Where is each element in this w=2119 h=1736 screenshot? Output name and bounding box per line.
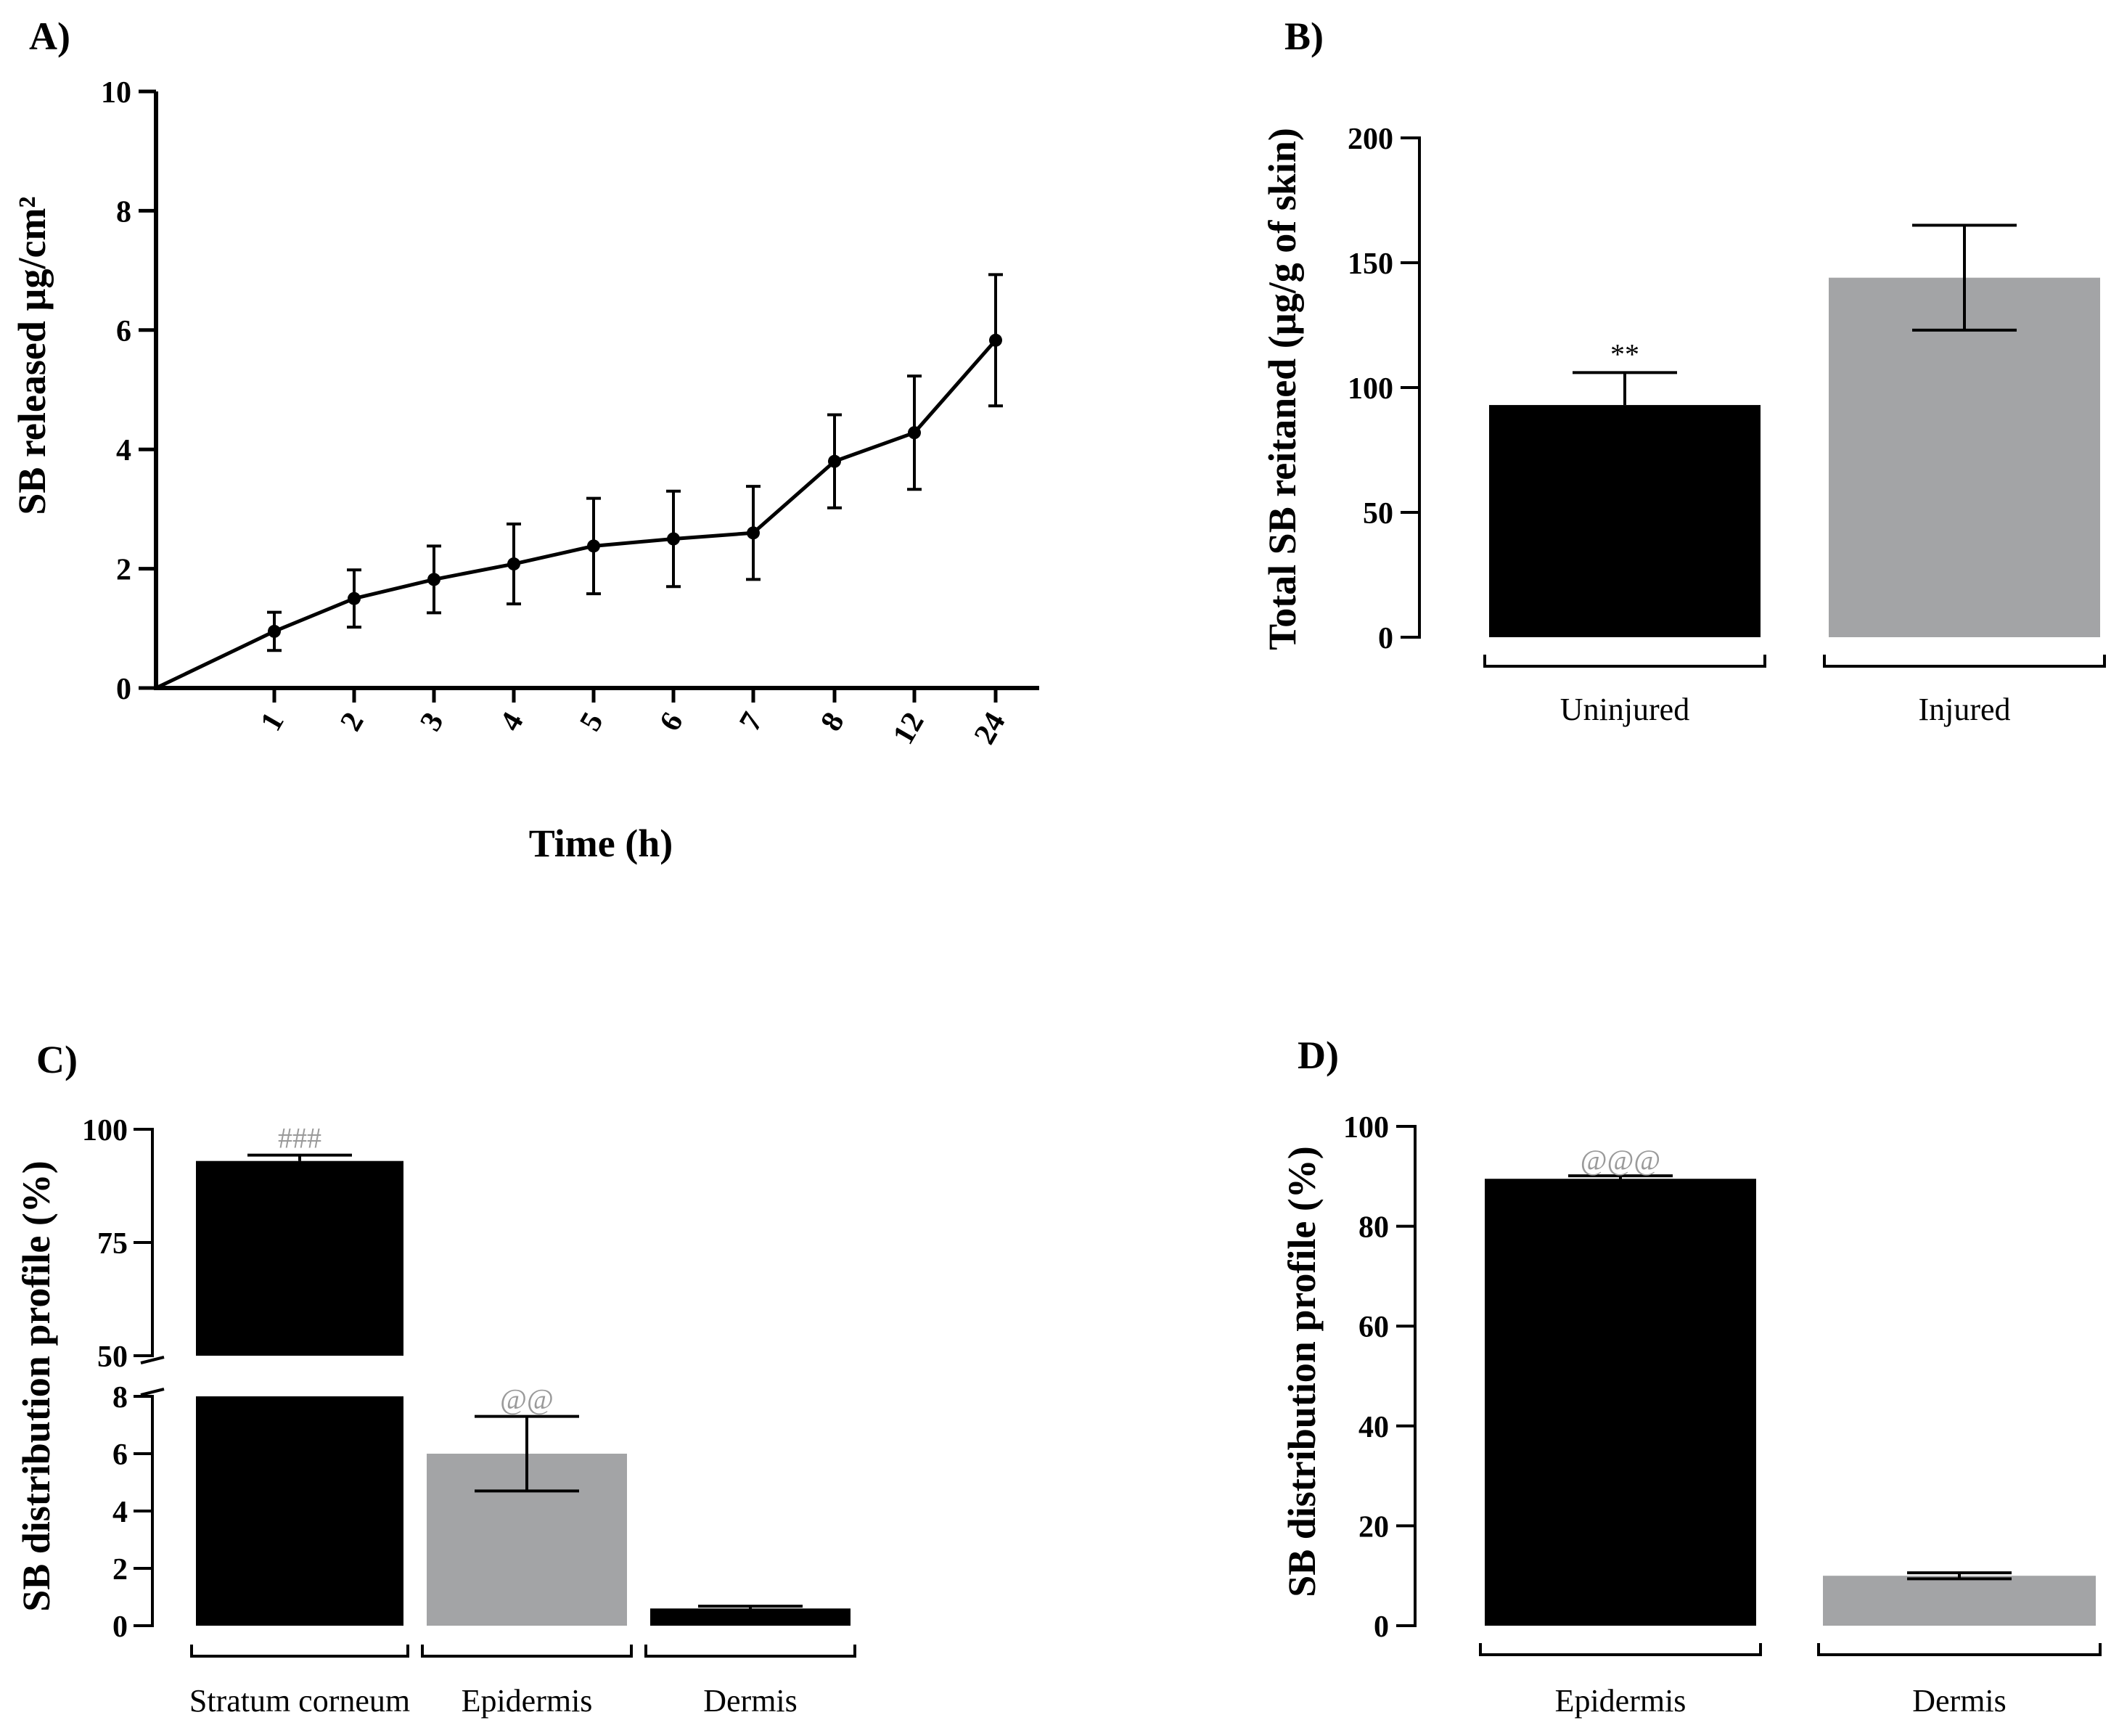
panel-c-y-tick-label: 75 xyxy=(97,1227,128,1261)
panel-d-y-tick-label: 0 xyxy=(1374,1610,1389,1644)
panel-d-significance-label: @@@ xyxy=(1581,1144,1661,1176)
panel-d-y-tick-label: 80 xyxy=(1358,1211,1389,1245)
panel-c-bar xyxy=(196,1160,403,1356)
panel-a-data-point xyxy=(667,532,680,546)
panel-c-y-tick-label: 0 xyxy=(112,1610,128,1644)
panel-c: C) SB distribution profile (%) 50 75 100 0 2… xyxy=(15,1038,856,1719)
panel-a-x-title: Time (h) xyxy=(529,822,673,865)
panel-d-y-tick-label: 20 xyxy=(1358,1510,1389,1544)
panel-b-category-label: Uninjured xyxy=(1560,692,1689,727)
panel-a-x-tick-label: 3 xyxy=(414,707,450,737)
panel-d-y-tick-label: 40 xyxy=(1358,1411,1389,1444)
panel-a-x-tick-label: 1 xyxy=(254,707,290,737)
panel-c-y-tick-label: 4 xyxy=(112,1496,128,1529)
panel-b-y-tick-label: 50 xyxy=(1363,497,1393,531)
panel-c-y-tick-label: 100 xyxy=(82,1114,128,1147)
panel-a-x-tick-label: 8 xyxy=(814,707,851,737)
panel-c-label: C) xyxy=(36,1038,78,1081)
panel-b-y-tick-label: 100 xyxy=(1348,372,1393,406)
panel-a-x-tick-label: 5 xyxy=(573,707,610,737)
panel-b-y-tick-label: 150 xyxy=(1348,247,1393,281)
panel-b-significance-label: ** xyxy=(1610,337,1639,370)
panel-a-series-line xyxy=(155,339,997,690)
panel-d-category-label: Dermis xyxy=(1912,1683,2007,1719)
panel-a-x-tick-label: 7 xyxy=(733,707,769,737)
panel-c-axis-break-mark xyxy=(140,1356,165,1364)
panel-c-y-tick-label: 6 xyxy=(112,1438,128,1472)
panel-b-bar xyxy=(1829,277,2100,637)
panel-a-data-point xyxy=(587,539,600,553)
panel-a-x-tick-label: 2 xyxy=(334,707,370,737)
panel-c-category-label: Epidermis xyxy=(462,1683,593,1719)
panel-a-x-tick-label: 24 xyxy=(968,707,1012,750)
panel-d-y-tick-label: 60 xyxy=(1358,1311,1389,1344)
panel-c-category-label: Dermis xyxy=(703,1683,798,1719)
panel-a-data-point xyxy=(427,573,440,586)
panel-a-y-title: SB released µg/cm² xyxy=(10,196,54,515)
panel-c-category-label: Stratum corneum xyxy=(189,1683,410,1719)
panel-d-y-title: SB distribution profile (%) xyxy=(1280,1146,1324,1597)
panel-b-y-title: Total SB reitaned (µg/g of skin) xyxy=(1261,128,1304,650)
panel-a-data-point xyxy=(268,624,281,638)
panel-a-x-tick-label: 6 xyxy=(653,707,689,737)
panel-a-y-tick-label: 8 xyxy=(116,195,131,229)
panel-a-y-tick-label: 4 xyxy=(116,434,131,467)
panel-a-y-tick-label: 2 xyxy=(116,554,131,587)
panel-c-y-tick-label: 50 xyxy=(97,1340,128,1374)
panel-d-bar xyxy=(1485,1179,1756,1626)
panel-a-y-tick-label: 6 xyxy=(116,315,131,348)
panel-a-data-point xyxy=(908,426,921,440)
panel-c-bar xyxy=(196,1396,403,1626)
panel-a-data-point xyxy=(828,454,841,468)
panel-c-significance-label: ### xyxy=(278,1122,321,1155)
panel-a-data-point xyxy=(348,591,361,605)
panel-c-y-tick-label: 8 xyxy=(112,1381,128,1414)
panel-a-label: A) xyxy=(29,15,70,58)
panel-d: D) SB distribution profile (%) 0 20 40 60 80… xyxy=(1280,1033,2102,1719)
panel-b: B) Total SB reitaned (µg/g of skin) 0 50 1… xyxy=(1261,15,2106,727)
panel-d-label: D) xyxy=(1298,1033,1339,1077)
panel-b-y-tick-label: 0 xyxy=(1378,622,1393,655)
panel-a-data-point xyxy=(989,333,1002,347)
panel-d-bar xyxy=(1823,1576,2096,1626)
panel-b-label: B) xyxy=(1284,15,1324,58)
panel-d-category-label: Epidermis xyxy=(1555,1683,1686,1719)
panel-a-data-point xyxy=(747,526,760,540)
panel-b-bar xyxy=(1489,405,1761,637)
panel-b-category-label: Injured xyxy=(1918,692,2010,727)
panel-a-data-point xyxy=(507,557,520,571)
panel-c-bar xyxy=(650,1608,851,1626)
panel-c-y-title: SB distribution profile (%) xyxy=(15,1160,58,1612)
panel-d-y-tick-label: 100 xyxy=(1343,1111,1389,1145)
panel-a-x-tick-label: 4 xyxy=(493,707,530,737)
panel-a-y-tick-label: 10 xyxy=(101,76,131,110)
panel-a-x-tick-label: 12 xyxy=(887,707,931,750)
panel-b-y-tick-label: 200 xyxy=(1348,123,1393,156)
panel-a-y-tick-label: 0 xyxy=(116,673,131,706)
panel-c-significance-label: @@ xyxy=(500,1383,554,1416)
panel-c-axis-break-mark xyxy=(140,1388,165,1396)
panel-c-y-tick-label: 2 xyxy=(112,1553,128,1586)
